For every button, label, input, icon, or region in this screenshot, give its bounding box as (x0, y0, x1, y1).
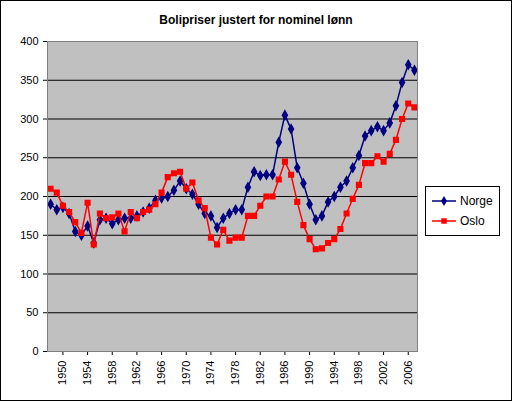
svg-text:150: 150 (20, 229, 38, 241)
svg-text:100: 100 (20, 268, 38, 280)
svg-text:1954: 1954 (81, 361, 93, 385)
svg-text:400: 400 (20, 35, 38, 47)
svg-text:1962: 1962 (130, 361, 142, 385)
html-text:Bolipriser justert for nominel: Bolipriser justert for nominel lønn (159, 13, 353, 27)
svg-text:1990: 1990 (303, 361, 315, 385)
html-text:Oslo: Oslo (460, 214, 485, 228)
svg-text:1974: 1974 (204, 361, 216, 385)
svg-text:2006: 2006 (402, 361, 414, 385)
svg-text:1982: 1982 (254, 361, 266, 385)
svg-text:1958: 1958 (106, 361, 118, 385)
svg-text:2002: 2002 (377, 361, 389, 385)
svg-text:1966: 1966 (155, 361, 167, 385)
svg-text:200: 200 (20, 190, 38, 202)
svg-text:350: 350 (20, 74, 38, 86)
svg-text:1994: 1994 (328, 361, 340, 385)
svg-text:300: 300 (20, 113, 38, 125)
svg-text:1950: 1950 (56, 361, 68, 385)
svg-text:1986: 1986 (278, 361, 290, 385)
svg-text:1998: 1998 (352, 361, 364, 385)
svg-text:0: 0 (32, 345, 38, 357)
svg-text:250: 250 (20, 151, 38, 163)
svg-text:1978: 1978 (229, 361, 241, 385)
html-text:Norge: Norge (460, 194, 493, 208)
svg-text:1970: 1970 (180, 361, 192, 385)
svg-text:50: 50 (26, 306, 38, 318)
